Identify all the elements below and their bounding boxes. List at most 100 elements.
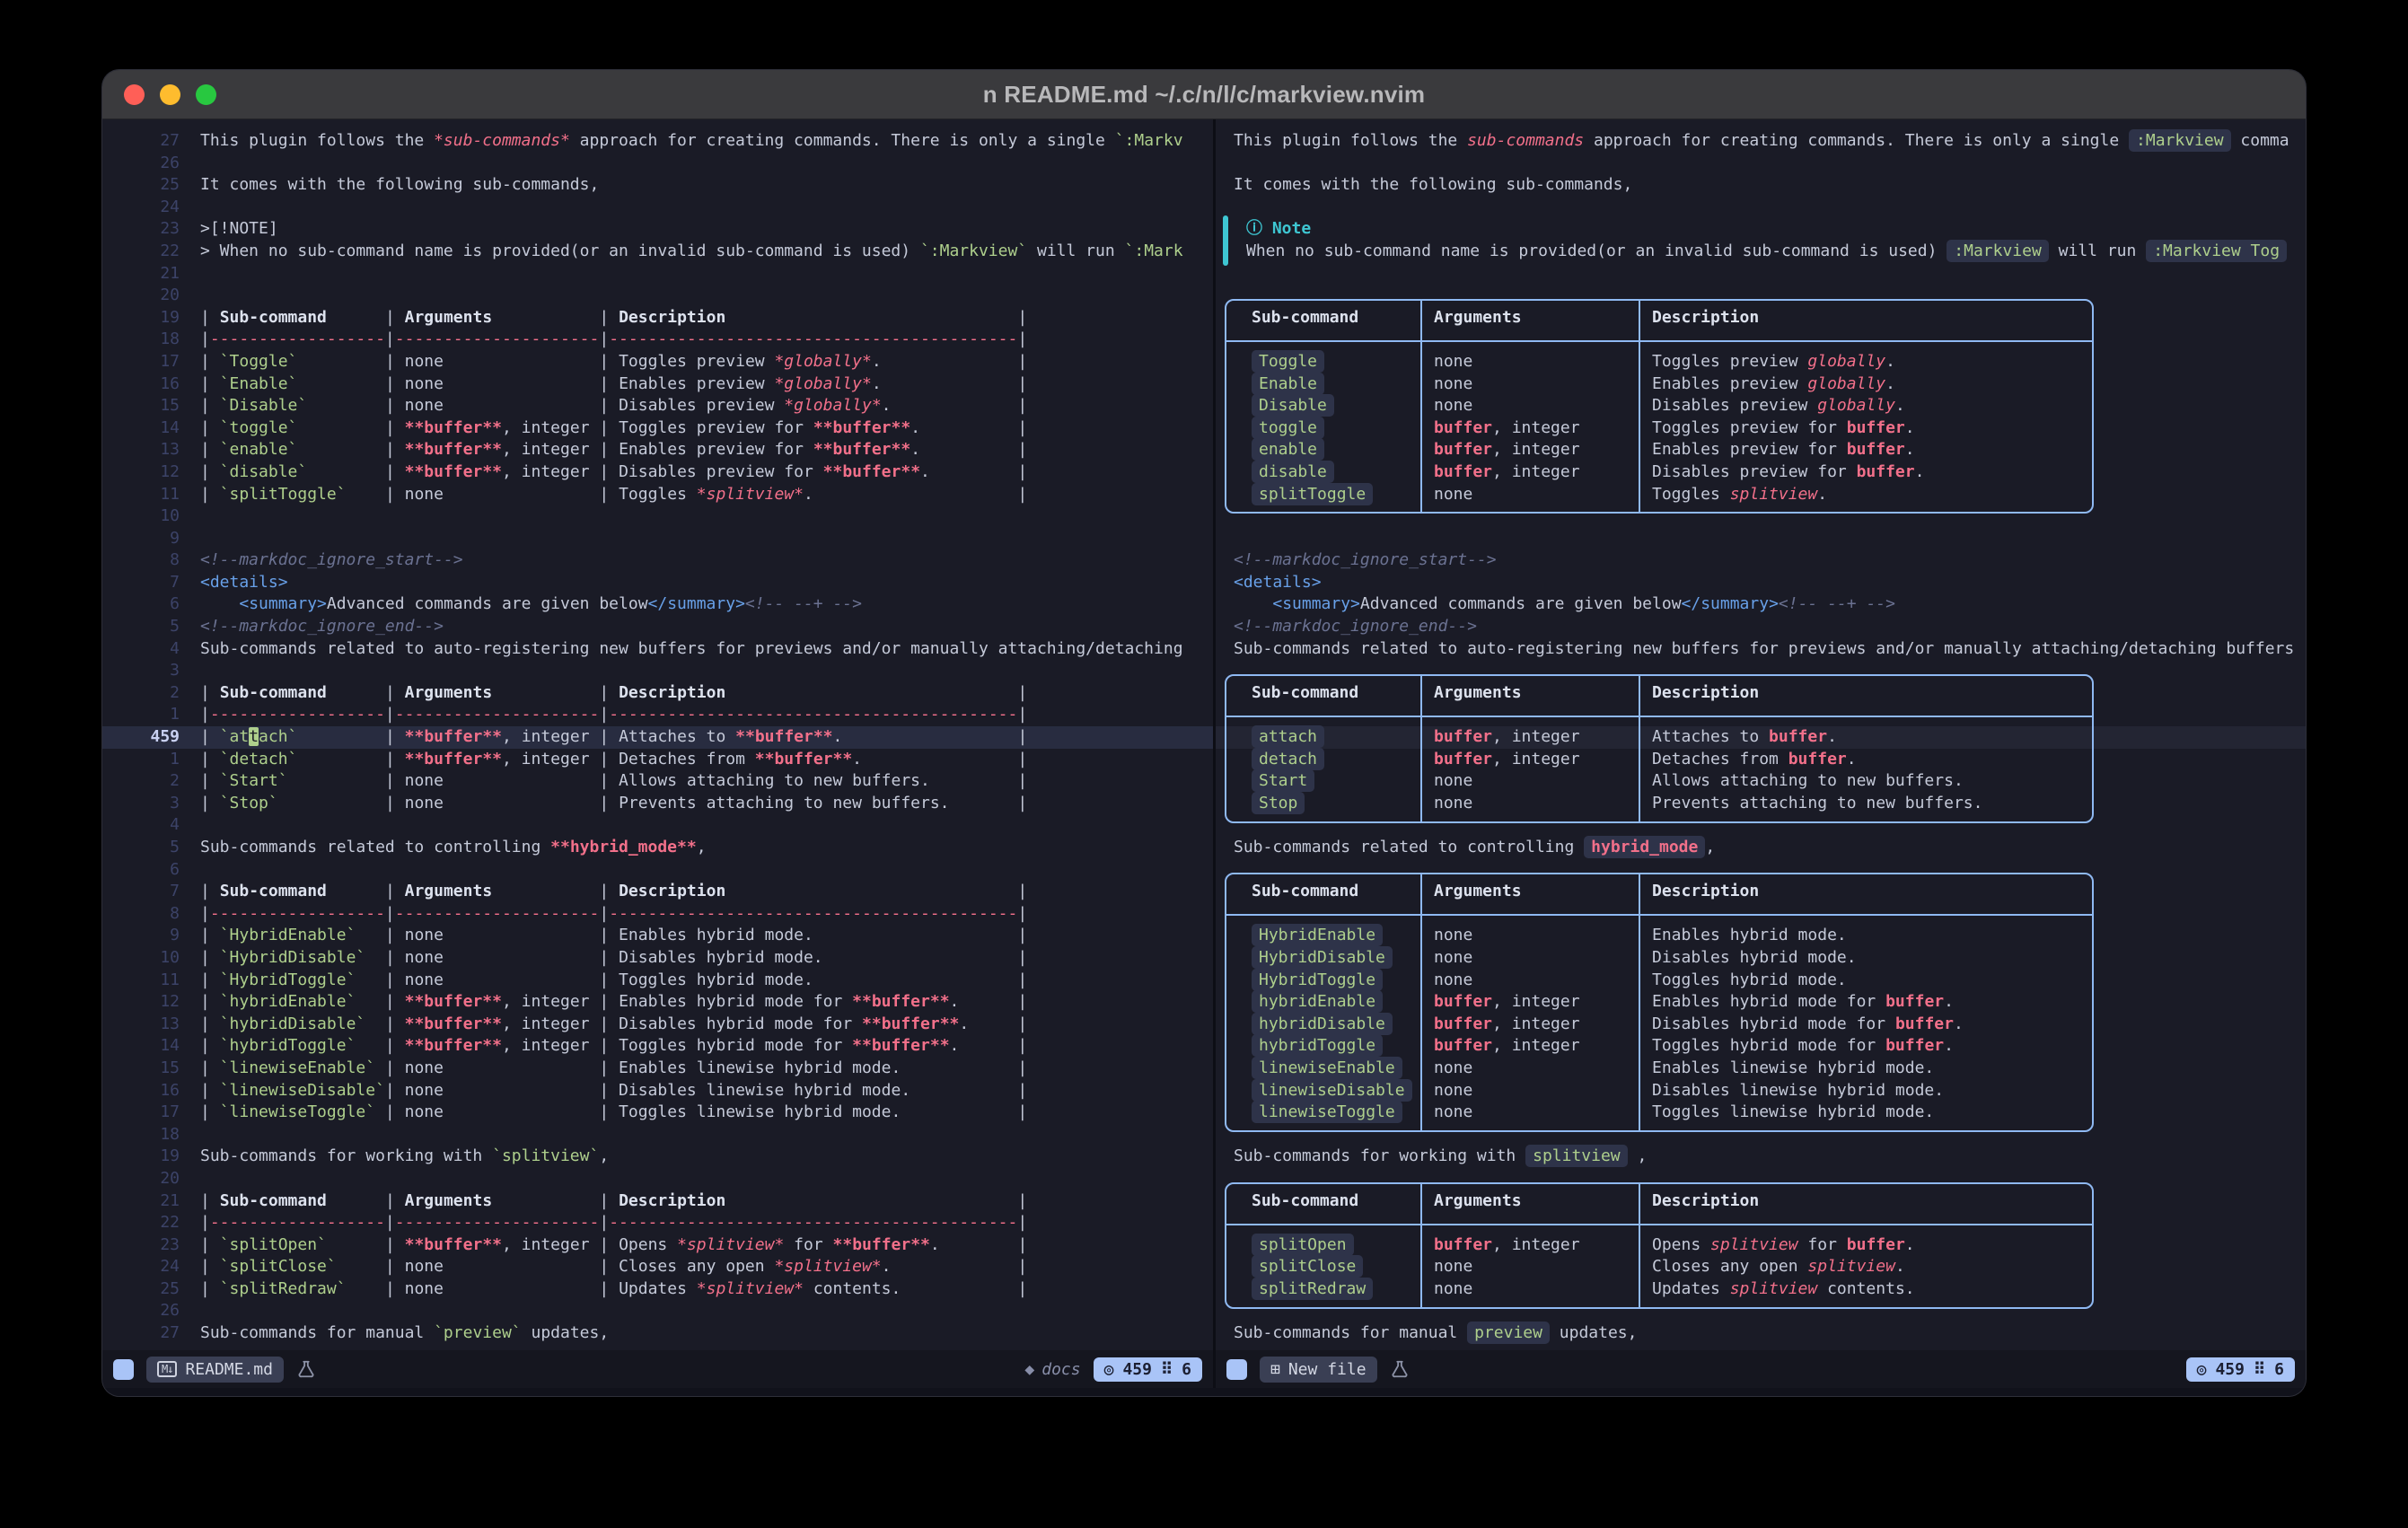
preview-row [1216,1124,2306,1146]
preview-row [1216,814,2306,837]
source-line: 16 | `linewiseDisable`| none | Disables l… [102,1080,1213,1102]
line-number-value: 459 [1122,1359,1152,1379]
line-number: 9 [170,528,180,548]
preview-row: hybridDisable buffer, integer Disables hyb… [1216,1012,2306,1036]
source-line: 27 Sub-commands for manual `preview` upda… [102,1322,1213,1345]
line-number: 19 [160,307,180,327]
line-number: 20 [160,1168,180,1188]
line-number: 9 [170,926,180,945]
source-line: 13 | `enable` | **buffer**, integer | Ena… [102,439,1213,461]
source-line: 27 This plugin follows the *sub-commands*… [102,130,1213,153]
status-bar: M↓ README.md ◆ docs ◎ 459 ⠿ 6 [102,1350,2306,1388]
preview-row: HybridDisable none Disables hybrid mode. [1216,945,2306,970]
line-number: 20 [160,285,180,305]
line-number: 6 [170,594,180,614]
window-title-text: README.md ~/.c/n/l/c/markview.nvim [1004,80,1426,108]
preview-row [1216,1168,2306,1190]
preview-row: hybridEnable buffer, integer Enables hybri… [1216,990,2306,1014]
source-line: 14 | `hybridToggle` | **buffer**, integer… [102,1035,1213,1058]
traffic-lights [124,70,216,119]
preview-row [1216,660,2306,682]
source-line: 21 [102,263,1213,285]
neovim-window: n README.md ~/.c/n/l/c/markview.nvim 27 T… [101,69,2307,1397]
line-number: 7 [170,882,180,901]
source-line: 7 <details> [102,572,1213,594]
preview-row: hybridToggle buffer, integer Toggles hybri… [1216,1034,2306,1058]
source-line: 11 | `HybridToggle` | none | Toggles hybr… [102,970,1213,992]
title-bar[interactable]: n README.md ~/.c/n/l/c/markview.nvim [102,70,2306,119]
source-line: 3 [102,660,1213,682]
preview-row [1216,859,2306,882]
source-line: 3 | `Stop` | none | Prevents attaching to… [102,793,1213,815]
source-line: 10 [102,505,1213,528]
line-number: 459 [150,727,180,747]
source-pane[interactable]: 27 This plugin follows the *sub-commands*… [102,119,1213,1350]
line-number: 3 [170,793,180,812]
preview-row [1216,704,2306,726]
source-line: 19 | Sub-command | Arguments | Descriptio… [102,307,1213,329]
line-number: 22 [160,241,180,260]
preview-row [1216,197,2306,219]
preview-row: splitClose none Closes any open splitview. [1216,1255,2306,1278]
source-line: 15 | `Disable` | none | Disables preview … [102,395,1213,417]
line-number: 7 [170,572,180,592]
preview-row: Start none Allows attaching to new buffers… [1216,769,2306,793]
line-number: 24 [160,197,180,216]
neovim-icon: n [982,80,997,108]
source-line: 8 <!--markdoc_ignore_start--> [102,549,1213,572]
source-line: 1 |------------------|-------------------… [102,704,1213,726]
flask-icon [296,1359,316,1379]
cursor-position-left[interactable]: ◎ 459 ⠿ 6 [1093,1357,1202,1382]
line-number: 15 [160,1058,180,1077]
location-icon: ◎ [1103,1359,1114,1379]
source-line: 5 <!--markdoc_ignore_end--> [102,616,1213,638]
file-name-right: New file [1287,1359,1367,1379]
preview-row: Toggle none Toggles preview globally. [1216,349,2306,373]
mode-indicator-right [1226,1358,1247,1380]
preview-row [1216,263,2306,285]
source-line: 1 | `detach` | **buffer**, integer | Deta… [102,749,1213,771]
file-badge[interactable]: M↓ README.md [146,1356,284,1383]
preview-row: <!--markdoc_ignore_start--> [1234,550,1497,570]
source-line: 12 | `disable` | **buffer**, integer | Di… [102,461,1213,484]
preview-row [1216,329,2306,351]
source-line: 18 |------------------|------------------… [102,329,1213,351]
docs-badge[interactable]: ◆ docs [1024,1360,1080,1379]
source-line: 4 [102,814,1213,837]
source-line: 22 > When no sub-command name is provided… [102,241,1213,263]
source-line: 9 | `HybridEnable` | none | Enables hybri… [102,925,1213,947]
close-button[interactable] [124,83,145,105]
source-line: 20 [102,285,1213,307]
preview-row: HybridEnable none Enables hybrid mode. [1216,924,2306,947]
line-number: 6 [170,859,180,879]
note-callout-bar [1223,215,1228,266]
mode-indicator [113,1358,134,1380]
source-line: 19 Sub-commands for working with `splitvi… [102,1146,1213,1168]
line-number: 19 [160,1146,180,1166]
line-number: 23 [160,219,180,239]
file-badge-right[interactable]: ⊞ New file [1260,1356,1377,1383]
flask-icon-right [1390,1359,1410,1379]
preview-row: Sub-command Arguments Description [1252,1190,1760,1210]
preview-row: Sub-command Arguments Description [1252,882,1760,901]
source-line: 9 [102,528,1213,550]
editor-area: 27 This plugin follows the *sub-commands*… [102,119,2306,1350]
line-number: 14 [160,417,180,437]
minimize-button[interactable] [160,83,180,105]
line-number: 21 [160,263,180,283]
grid-icon: ⠿ [1160,1359,1173,1379]
line-number: 5 [170,838,180,856]
command-line-strip [102,1388,2306,1396]
line-number: 1 [170,749,180,768]
line-number: 21 [160,1190,180,1210]
cursor-position-right[interactable]: ◎ 459 ⠿ 6 [2185,1357,2295,1382]
source-line: 16 | `Enable` | none | Enables preview *g… [102,373,1213,396]
zoom-button[interactable] [196,83,216,105]
source-line: 15 | `linewiseEnable` | none | Enables li… [102,1058,1213,1080]
line-number: 26 [160,153,180,172]
rendered-table-border [1225,674,2094,823]
source-line: 17 | `linewiseToggle` | none | Toggles li… [102,1102,1213,1124]
line-number: 14 [160,1036,180,1056]
preview-pane[interactable]: This plugin follows the sub-commands app… [1213,119,2306,1350]
